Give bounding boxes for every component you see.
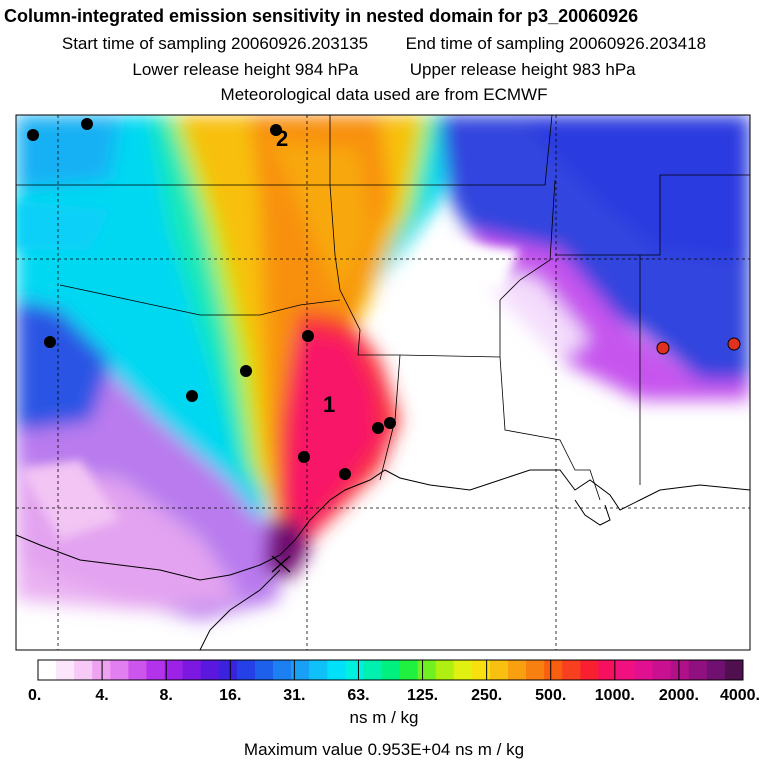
colorbar-tick-label: 16. xyxy=(219,687,241,704)
colorbar-cell xyxy=(706,660,726,680)
colorbar-cell xyxy=(363,660,382,680)
colorbar-tick-label: 0. xyxy=(28,687,41,704)
colorbar-cell xyxy=(526,660,545,680)
colorbar-cell xyxy=(56,660,75,680)
colorbar-cell xyxy=(164,660,184,680)
colorbar-tick-label: 63. xyxy=(347,687,369,704)
colorbar-cell xyxy=(417,660,437,680)
colorbar-cell xyxy=(381,660,401,680)
colorbar-cell xyxy=(688,660,708,680)
station-dot xyxy=(302,330,314,342)
release-heights: Lower release height 984 hPa Upper relea… xyxy=(0,60,768,80)
colorbar-cell xyxy=(146,660,166,680)
colorbar-cell xyxy=(399,660,419,680)
colorbar-cell xyxy=(580,660,599,680)
station-dot-highlighted xyxy=(656,341,670,355)
colorbar-ticks: 0. 4. 8. 16. 31. 63. 125. 250. 500. 1000. 2000. 400… xyxy=(28,660,760,704)
colorbar-cell xyxy=(435,660,455,680)
upper-release-label: Upper release height 983 hPa xyxy=(409,60,636,79)
sensitivity-field xyxy=(16,115,750,650)
map-title: Column-integrated emission sensitivity i… xyxy=(4,6,639,26)
colorbar-cell xyxy=(562,660,581,680)
station-dot xyxy=(372,422,384,434)
colorbar-cell xyxy=(489,660,509,680)
colorbar-cell xyxy=(309,660,328,680)
station-dot xyxy=(384,417,396,429)
maximum-value-label: Maximum value 0.953E+04 ns m / kg xyxy=(243,740,525,759)
colorbar-cell xyxy=(508,660,527,680)
station-dot-highlighted xyxy=(727,337,741,351)
colorbar-tick-label: 4. xyxy=(95,687,108,704)
colorbar-cell xyxy=(38,660,57,680)
colorbar-cell xyxy=(670,660,690,680)
lat-lon-grid xyxy=(16,115,750,650)
colorbar-tick-label: 4000. xyxy=(720,687,760,704)
met-data-label: Meteorological data used are from ECMWF xyxy=(220,85,548,104)
colorbar-cell xyxy=(453,660,473,680)
colorbar-cell xyxy=(182,660,202,680)
colorbar-cell xyxy=(273,660,292,680)
station-dot xyxy=(81,118,93,130)
colorbar-cell xyxy=(345,660,364,680)
colorbar-tick-label: 250. xyxy=(471,687,502,704)
colorbar-tick-label: 500. xyxy=(535,687,566,704)
state-boundaries xyxy=(16,114,750,501)
station-dot xyxy=(298,451,310,463)
station-markers xyxy=(27,118,741,480)
colorbar-cell xyxy=(544,660,563,680)
colorbar-cell xyxy=(598,660,617,680)
station-dot xyxy=(186,390,198,402)
colorbar-cell xyxy=(471,660,491,680)
colorbar-cell xyxy=(110,660,129,680)
colorbar-tick-label: 2000. xyxy=(659,687,699,704)
station-dot xyxy=(270,124,282,136)
colorbar-cell xyxy=(327,660,346,680)
colorbar-tick-label: 1000. xyxy=(595,687,635,704)
colorbar-cell xyxy=(291,660,310,680)
end-time-label: End time of sampling 20060926.203418 xyxy=(405,34,707,53)
colorbar-units: ns m / kg xyxy=(349,708,419,727)
station-dot xyxy=(44,336,56,348)
sampling-times: Start time of sampling 20060926.203135 E… xyxy=(0,34,768,54)
colorbar-cell xyxy=(200,660,220,680)
colorbar-tick-label: 8. xyxy=(160,687,173,704)
colorbar-tick-label: 31. xyxy=(283,687,305,704)
colorbar-cell xyxy=(92,660,111,680)
station-dot xyxy=(27,129,39,141)
station-dot xyxy=(339,468,351,480)
coastline xyxy=(15,469,751,651)
start-time-label: Start time of sampling 20060926.203135 xyxy=(61,34,369,53)
cluster-label-2: 2 xyxy=(276,126,288,151)
colorbar-cell xyxy=(652,660,672,680)
colorbar-cell xyxy=(254,660,274,680)
colorbar-cell xyxy=(236,660,256,680)
colorbar-cell xyxy=(634,660,654,680)
colorbar-cell xyxy=(218,660,238,680)
lower-release-label: Lower release height 984 hPa xyxy=(132,60,359,79)
colorbar-cell xyxy=(128,660,147,680)
colorbar-cell xyxy=(724,660,744,680)
colorbar-cell xyxy=(616,660,636,680)
map-frame xyxy=(15,114,751,651)
colorbar-cells xyxy=(37,659,744,681)
colorbar-cell xyxy=(74,660,93,680)
colorbar-tick-label: 125. xyxy=(407,687,438,704)
station-dot xyxy=(240,365,252,377)
release-location-icon xyxy=(271,555,291,573)
cluster-label-1: 1 xyxy=(323,392,335,417)
